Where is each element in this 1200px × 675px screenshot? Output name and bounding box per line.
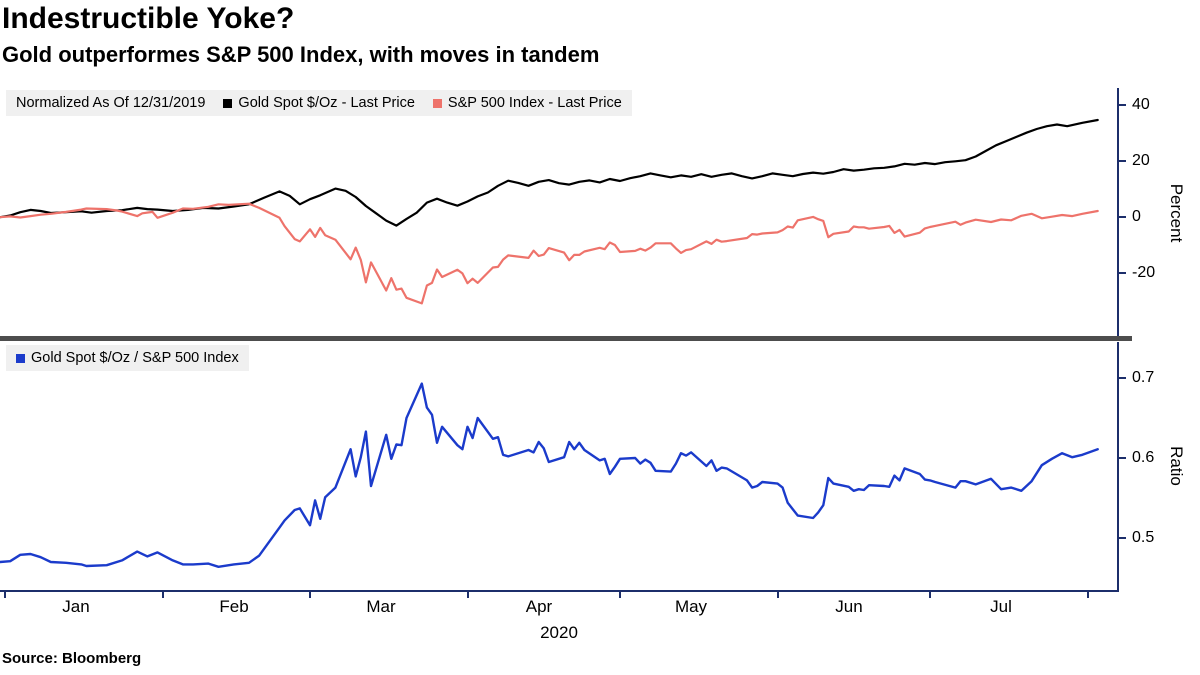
sp500-series-swatch-icon	[432, 98, 442, 108]
y-tick-label: 0	[1132, 208, 1141, 225]
y-tick-label: 0.5	[1132, 529, 1155, 546]
bottom-panel-chart	[0, 382, 1099, 569]
x-tick-mark	[619, 592, 621, 598]
y-tick-label: 0.6	[1132, 449, 1155, 466]
series-line-gold-spot-oz-s-p-500-index	[0, 382, 1099, 569]
bottom-right-y-axis-line	[1117, 342, 1119, 590]
page-title: Indestructible Yoke?	[2, 2, 295, 35]
y-tick-mark	[1119, 272, 1126, 274]
panel-divider	[0, 336, 1132, 341]
y-tick-label: 20	[1132, 152, 1150, 169]
y-tick-mark	[1119, 160, 1126, 162]
bottom-y-axis-title: Ratio	[1167, 446, 1186, 486]
x-tick-label-jan: Jan	[62, 597, 90, 616]
y-tick-mark	[1119, 377, 1126, 379]
source-note: Source: Bloomberg	[2, 650, 142, 667]
x-tick-label-mar: Mar	[366, 597, 396, 616]
x-tick-mark	[4, 592, 6, 598]
legend-item-gold: Gold Spot $/Oz - Last Price	[223, 95, 415, 111]
normalization-note-label: Normalized As Of 12/31/2019	[16, 95, 206, 111]
legend-item-ratio: Gold Spot $/Oz / S&P 500 Index	[16, 350, 239, 366]
x-tick-label-feb: Feb	[219, 597, 249, 616]
ratio-series-swatch-icon	[16, 353, 25, 363]
y-tick-mark	[1119, 104, 1126, 106]
x-tick-label-may: May	[674, 597, 708, 616]
sp500-series-label: S&P 500 Index - Last Price	[447, 95, 622, 111]
top-panel-legend: Normalized As Of 12/31/2019 Gold Spot $/…	[6, 90, 632, 116]
x-tick-mark	[162, 592, 164, 598]
gold-series-swatch-icon	[223, 98, 233, 108]
x-tick-label-jul: Jul	[990, 597, 1012, 616]
legend-normalization-note: Normalized As Of 12/31/2019	[16, 95, 205, 111]
y-tick-mark	[1119, 216, 1126, 218]
y-tick-label: -20	[1132, 264, 1156, 281]
series-line-s-p-500-index-last-price	[0, 202, 1099, 305]
x-axis-year-label: 2020	[540, 623, 578, 642]
x-tick-mark	[929, 592, 931, 598]
top-y-axis-title: Percent	[1167, 183, 1186, 243]
top-right-y-axis-line	[1117, 88, 1119, 338]
x-tick-mark	[1087, 592, 1089, 598]
y-tick-mark	[1119, 537, 1126, 539]
y-tick-label: 0.7	[1132, 369, 1155, 386]
top-panel-chart	[0, 118, 1099, 305]
x-tick-label-apr: Apr	[525, 597, 553, 616]
x-tick-mark	[309, 592, 311, 598]
gold-series-label: Gold Spot $/Oz - Last Price	[238, 95, 415, 111]
x-tick-mark	[467, 592, 469, 598]
ratio-series-label: Gold Spot $/Oz / S&P 500 Index	[31, 350, 239, 366]
legend-item-sp500: S&P 500 Index - Last Price	[432, 95, 622, 111]
page-subtitle: Gold outperformes S&P 500 Index, with mo…	[2, 42, 600, 67]
y-tick-mark	[1119, 457, 1126, 459]
y-tick-label: 40	[1132, 96, 1150, 113]
bottom-panel-legend: Gold Spot $/Oz / S&P 500 Index	[6, 345, 249, 371]
x-axis-line	[0, 590, 1119, 592]
series-line-gold-spot-oz-last-price	[0, 118, 1099, 227]
x-tick-label-jun: Jun	[835, 597, 863, 616]
x-tick-mark	[777, 592, 779, 598]
